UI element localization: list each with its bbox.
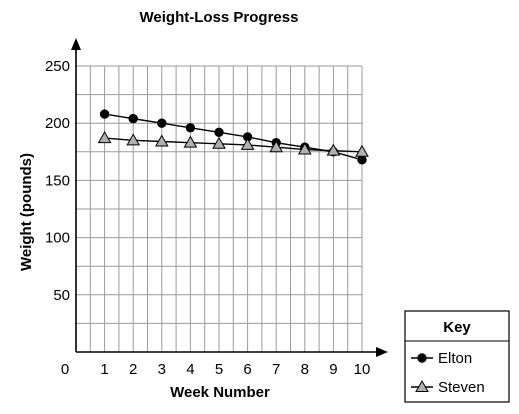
x-tick-label: 2 xyxy=(129,361,137,378)
legend-marker-elton xyxy=(417,353,427,363)
data-point-elton xyxy=(185,123,196,133)
legend-entry-elton: Elton xyxy=(411,350,472,367)
legend-label-elton: Elton xyxy=(438,350,472,367)
data-point-elton xyxy=(214,127,224,138)
x-tick-label: 10 xyxy=(354,361,371,378)
data-point-steven xyxy=(183,135,198,148)
x-tick-label: 8 xyxy=(301,361,309,378)
chart-series xyxy=(97,109,369,165)
x-tick-label: 3 xyxy=(158,361,166,378)
legend: Key Elton Steven xyxy=(404,310,510,403)
data-point-steven xyxy=(269,140,284,153)
chart-axes xyxy=(71,38,388,357)
data-point-steven xyxy=(240,137,255,150)
series-steven xyxy=(97,131,369,157)
data-point-elton xyxy=(99,109,110,119)
data-point-elton xyxy=(157,118,167,128)
data-point-steven xyxy=(97,131,112,144)
legend-entry-steven: Steven xyxy=(411,379,485,396)
data-point-elton xyxy=(128,113,138,124)
data-point-steven xyxy=(212,136,226,149)
legend-marker-steven xyxy=(415,379,429,392)
y-axis-label: Weight (pounds) xyxy=(18,153,35,271)
x-tick-label: 1 xyxy=(100,361,108,378)
data-point-steven xyxy=(154,134,169,147)
data-point-steven xyxy=(326,143,341,156)
x-axis-arrow xyxy=(376,347,388,357)
data-point-steven xyxy=(355,144,369,157)
series-line-steven xyxy=(104,137,363,153)
y-tick-label: 50 xyxy=(53,287,70,304)
legend-title: Key xyxy=(443,319,471,336)
x-axis-label: Week Number xyxy=(170,384,270,401)
x-tick-label: 6 xyxy=(243,361,251,378)
x-tick-label: 0 xyxy=(61,361,69,378)
y-tick-label: 250 xyxy=(45,58,70,75)
x-tick-label: 7 xyxy=(272,361,280,378)
legend-label-steven: Steven xyxy=(438,379,485,396)
data-point-elton xyxy=(357,155,367,165)
chart-grid xyxy=(76,65,363,352)
y-tick-label: 200 xyxy=(45,115,70,132)
y-tick-labels: 50 100 150 200 250 xyxy=(45,58,70,304)
y-tick-label: 100 xyxy=(45,230,70,247)
y-axis-arrow xyxy=(71,38,81,50)
data-point-steven xyxy=(126,133,141,146)
x-tick-label: 9 xyxy=(329,361,337,378)
y-tick-label: 150 xyxy=(45,172,70,189)
x-tick-label: 5 xyxy=(215,361,223,378)
x-tick-label: 4 xyxy=(186,361,194,378)
chart-title: Weight-Loss Progress xyxy=(140,9,299,26)
data-point-steven xyxy=(297,142,312,155)
x-tick-labels: 0 1 2 3 4 5 6 7 8 9 10 xyxy=(61,361,371,378)
